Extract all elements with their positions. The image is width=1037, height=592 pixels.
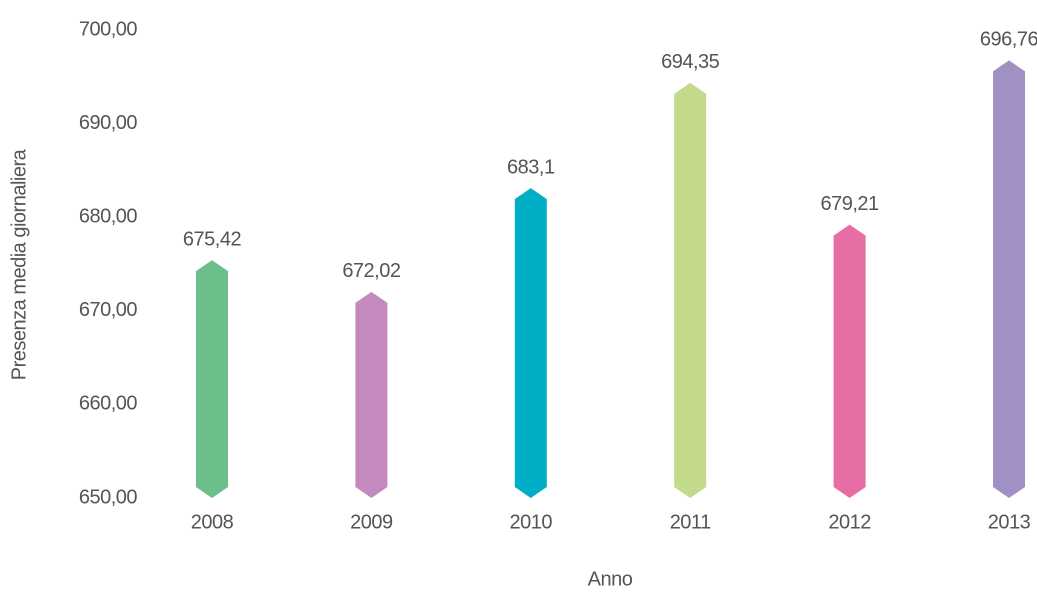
x-tick-label: 2013 (988, 511, 1031, 533)
value-label: 679,21 (821, 193, 880, 215)
value-label: 675,42 (183, 228, 242, 250)
x-tick-label: 2009 (350, 511, 393, 533)
value-label: 672,02 (342, 260, 401, 282)
bar (833, 224, 866, 498)
y-tick-label: 680,00 (79, 205, 138, 227)
y-tick-label: 700,00 (79, 18, 138, 40)
value-label: 696,76 (980, 29, 1037, 51)
value-label: 694,35 (661, 51, 720, 73)
y-tick-label: 690,00 (79, 112, 138, 134)
bar (196, 260, 228, 498)
y-tick-label: 660,00 (79, 393, 138, 415)
y-tick-label: 650,00 (79, 486, 138, 508)
bar (674, 82, 707, 498)
bar (514, 188, 547, 498)
y-axis-title: Presenza media giornaliera (8, 148, 30, 380)
x-tick-label: 2012 (828, 511, 871, 533)
bar (355, 291, 388, 498)
x-tick-label: 2011 (670, 511, 711, 533)
x-tick-label: 2010 (510, 511, 553, 533)
bar (993, 60, 1025, 498)
x-axis-title: Anno (588, 568, 633, 590)
y-tick-label: 670,00 (79, 299, 138, 321)
x-tick-label: 2008 (191, 511, 234, 533)
value-label: 683,1 (507, 156, 555, 178)
